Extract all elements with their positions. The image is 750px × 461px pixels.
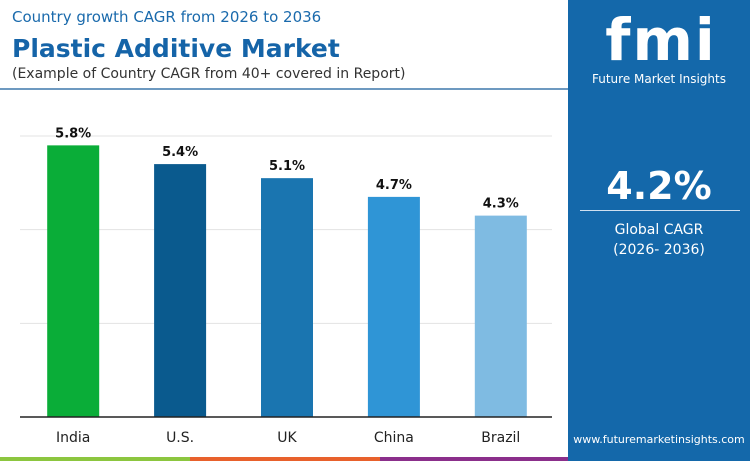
x-tick-label: India (56, 430, 90, 446)
bar-china (367, 196, 420, 417)
x-tick-label: China (374, 430, 414, 446)
bar-india (47, 145, 100, 417)
stripe-orange (190, 457, 380, 461)
website-link[interactable]: www.futuremarketinsights.com (573, 433, 745, 446)
bar-uk (261, 178, 313, 417)
cagr-period: (2026- 2036) (613, 242, 705, 258)
cagr-divider (580, 210, 740, 211)
stripe-green (0, 457, 190, 461)
x-tick-label: Brazil (481, 430, 520, 446)
x-tick-label: U.S. (166, 430, 194, 446)
stripe-purple (380, 457, 568, 461)
data-label: 5.4% (162, 145, 198, 160)
chart-title: Plastic Additive Market (12, 34, 340, 63)
bar-brazil (474, 215, 527, 417)
data-label: 5.1% (269, 159, 305, 174)
global-cagr-text: Global CAGR (614, 222, 704, 238)
chart-subtitle: Country growth CAGR from 2026 to 2036 (12, 8, 322, 26)
header-divider (0, 88, 568, 90)
data-label: 4.7% (376, 178, 412, 193)
fmi-logo: fmi (605, 6, 717, 74)
brand-name: Future Market Insights (591, 72, 726, 86)
data-label: 5.8% (55, 126, 91, 141)
side-panel (568, 0, 750, 461)
global-cagr-value: 4.2% (606, 164, 712, 208)
bar-chart: 5.8% India 5.4% U.S. 5.1% UK 4.7% China 4.3% Braz… (20, 126, 552, 446)
data-label: 4.3% (483, 197, 519, 212)
global-cagr-label: Global CAGR (2026- 2036) (568, 220, 750, 260)
chart-note: (Example of Country CAGR from 40+ covere… (12, 66, 406, 82)
x-tick-label: UK (277, 430, 297, 446)
bar-us (154, 164, 207, 417)
